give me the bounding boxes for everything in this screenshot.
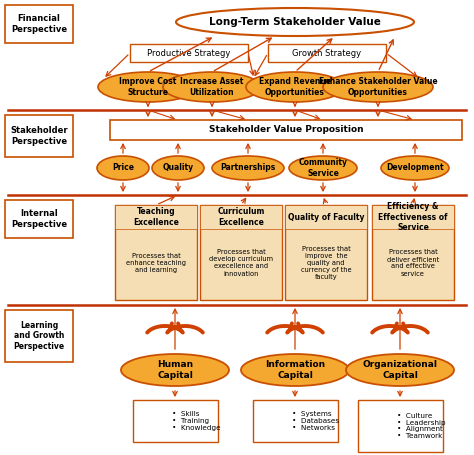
FancyBboxPatch shape xyxy=(358,400,443,452)
FancyBboxPatch shape xyxy=(200,205,282,300)
Text: Financial
Perspective: Financial Perspective xyxy=(11,14,67,34)
Text: Stakeholder
Perspective: Stakeholder Perspective xyxy=(10,126,68,146)
Text: •  Systems
•  Databases
•  Networks: • Systems • Databases • Networks xyxy=(292,411,339,431)
Ellipse shape xyxy=(241,354,349,386)
Text: Improve Cost
Structure: Improve Cost Structure xyxy=(119,77,177,97)
Ellipse shape xyxy=(212,156,284,180)
FancyBboxPatch shape xyxy=(372,205,454,300)
Text: Enhance Stakeholder Value
Opportunities: Enhance Stakeholder Value Opportunities xyxy=(319,77,438,97)
Text: Efficiency &
Effectiveness of
Service: Efficiency & Effectiveness of Service xyxy=(378,202,448,232)
Text: Quality: Quality xyxy=(163,163,193,172)
FancyBboxPatch shape xyxy=(285,205,367,229)
Text: Processes that
develop curriculum
execellence and
innovation: Processes that develop curriculum execel… xyxy=(209,249,273,277)
Text: Long-Term Stakeholder Value: Long-Term Stakeholder Value xyxy=(209,17,381,27)
FancyBboxPatch shape xyxy=(133,400,218,442)
Ellipse shape xyxy=(97,156,149,180)
Text: Internal
Perspective: Internal Perspective xyxy=(11,209,67,229)
Ellipse shape xyxy=(176,8,414,36)
Text: Development: Development xyxy=(386,163,444,172)
Text: Information
Capital: Information Capital xyxy=(265,360,325,380)
Ellipse shape xyxy=(163,72,261,102)
FancyBboxPatch shape xyxy=(5,115,73,157)
FancyBboxPatch shape xyxy=(5,200,73,238)
Ellipse shape xyxy=(121,354,229,386)
FancyBboxPatch shape xyxy=(285,205,367,300)
Ellipse shape xyxy=(346,354,454,386)
FancyBboxPatch shape xyxy=(5,5,73,43)
FancyBboxPatch shape xyxy=(115,205,197,229)
Ellipse shape xyxy=(323,72,433,102)
Text: Quality of Faculty: Quality of Faculty xyxy=(288,212,364,222)
FancyBboxPatch shape xyxy=(200,205,282,229)
FancyBboxPatch shape xyxy=(115,205,197,300)
Text: Processes that
enhance teaching
and learning: Processes that enhance teaching and lear… xyxy=(126,253,186,273)
Text: Growth Strategy: Growth Strategy xyxy=(292,49,362,57)
FancyBboxPatch shape xyxy=(253,400,338,442)
Text: Teaching
Excellence: Teaching Excellence xyxy=(133,207,179,227)
Ellipse shape xyxy=(152,156,204,180)
Text: Learning
and Growth
Perspective: Learning and Growth Perspective xyxy=(13,321,64,351)
Text: Human
Capital: Human Capital xyxy=(157,360,193,380)
FancyBboxPatch shape xyxy=(372,205,454,229)
FancyBboxPatch shape xyxy=(130,44,248,62)
Text: Productive Strategy: Productive Strategy xyxy=(147,49,231,57)
Text: Stakeholder Value Proposition: Stakeholder Value Proposition xyxy=(209,126,363,135)
Ellipse shape xyxy=(289,156,357,180)
Ellipse shape xyxy=(381,156,449,180)
Text: Increase Asset
Utilization: Increase Asset Utilization xyxy=(180,77,244,97)
Ellipse shape xyxy=(98,72,198,102)
Text: Expand Revenue
Opportunities: Expand Revenue Opportunities xyxy=(259,77,331,97)
Text: Organizational
Capital: Organizational Capital xyxy=(363,360,438,380)
Text: •  Skills
•  Training
•  Knowledge: • Skills • Training • Knowledge xyxy=(172,411,220,431)
FancyBboxPatch shape xyxy=(5,310,73,362)
Text: •  Culture
•  Leadership
•  Alignment
•  Teamwork: • Culture • Leadership • Alignment • Tea… xyxy=(397,413,446,440)
Ellipse shape xyxy=(246,72,344,102)
FancyBboxPatch shape xyxy=(268,44,386,62)
Text: Curriculum
Excellence: Curriculum Excellence xyxy=(217,207,264,227)
Text: Processes that
improve  the
quality and
currency of the
faculty: Processes that improve the quality and c… xyxy=(301,246,351,280)
Text: Processes that
deliver efficient
and effective
service: Processes that deliver efficient and eff… xyxy=(387,249,439,277)
Text: Community
Service: Community Service xyxy=(299,158,347,178)
Text: Partnerships: Partnerships xyxy=(220,163,275,172)
Text: Price: Price xyxy=(112,163,134,172)
FancyBboxPatch shape xyxy=(110,120,462,140)
